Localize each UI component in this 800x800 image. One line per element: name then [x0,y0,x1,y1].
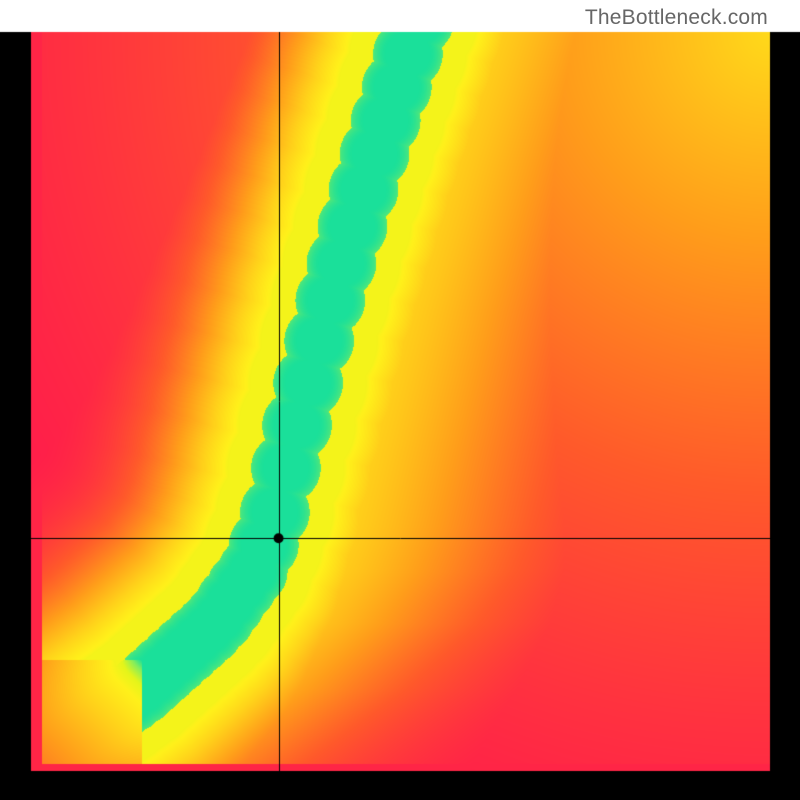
heatmap-canvas [0,0,800,800]
chart-container: TheBottleneck.com [0,0,800,800]
